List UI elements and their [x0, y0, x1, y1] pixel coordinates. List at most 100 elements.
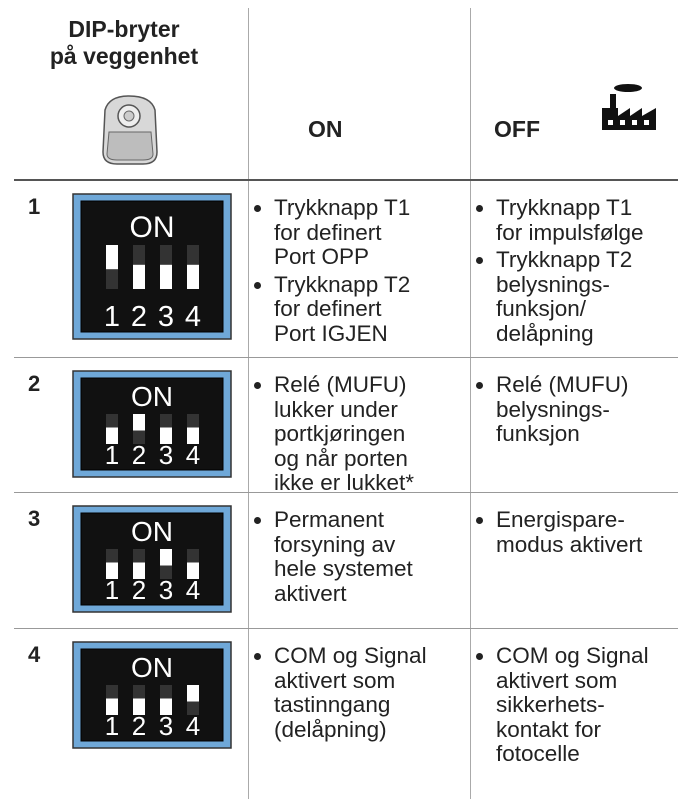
factory-icon — [602, 84, 656, 130]
bullet-line: Energispare- — [496, 507, 625, 532]
dip-switch: ON 1 2 3 4 — [72, 370, 232, 478]
bullet-line: belysnings- — [496, 271, 610, 297]
bullet-line: COM og Signal — [496, 643, 649, 668]
bullet-item: Relé (MUFU)belysnings-funksjon — [496, 372, 678, 447]
dip-knob — [133, 562, 145, 579]
dip-number: 3 — [159, 575, 173, 605]
dip-switch: ON 1 2 3 4 — [72, 505, 232, 613]
dip-number: 4 — [186, 711, 200, 741]
dip-body — [80, 200, 224, 333]
bullet-line: Trykknapp T1 — [274, 195, 411, 220]
dip-number: 3 — [158, 301, 174, 333]
bullet-line: for definert — [274, 296, 382, 321]
dip-knob — [106, 562, 118, 579]
dip-number: 4 — [185, 301, 201, 333]
dip-knob — [160, 698, 172, 715]
dip-knob — [133, 698, 145, 715]
dip-switch: ON 1 2 3 4 — [72, 641, 232, 749]
bullet-line: Trykknapp T2 — [496, 247, 633, 272]
dip-on-label: ON — [131, 652, 173, 683]
bullet-line: fotocelle — [496, 741, 580, 766]
bullet-line: Relé (MUFU) — [274, 372, 407, 397]
dip-number: 2 — [132, 575, 146, 605]
dip-number: 2 — [131, 301, 147, 333]
dip-body — [80, 377, 224, 471]
dip-knob — [187, 562, 199, 579]
bullet-line: og når porten — [274, 445, 408, 471]
header-title: DIP-bryter på veggenhet — [0, 16, 248, 70]
dip-knob — [133, 264, 145, 289]
dip-knob — [160, 264, 172, 289]
dip-knob — [187, 685, 199, 702]
bullet-line: Relé (MUFU) — [496, 372, 629, 397]
bullet-line: hele systemet — [274, 556, 413, 581]
dip-number: 1 — [104, 301, 120, 333]
dip-number: 4 — [186, 440, 200, 470]
dip-switch: ON 1 2 3 4 — [72, 193, 232, 340]
bullet-line: Port OPP — [274, 244, 370, 269]
bullet-line: aktivert som — [274, 667, 396, 693]
off-list: Relé (MUFU)belysnings-funksjon — [480, 372, 678, 450]
row-divider — [14, 628, 678, 629]
dip-knob — [133, 414, 145, 431]
row-number: 3 — [28, 506, 41, 531]
row-number: 4 — [28, 642, 41, 667]
dip-body — [80, 648, 224, 742]
bullet-line: kontakt for — [496, 716, 602, 742]
dip-on-label: ON — [131, 516, 173, 547]
bullet-line: aktivert — [274, 580, 347, 606]
wall-unit-icon — [102, 95, 158, 165]
column-divider — [248, 8, 249, 799]
bullet-item: Energispare-modus aktivert — [496, 507, 678, 557]
dip-number: 2 — [132, 711, 146, 741]
bullet-line: modus aktivert — [496, 531, 643, 557]
bullet-line: delåpning — [496, 320, 594, 346]
dip-knob — [187, 264, 199, 289]
header-divider — [14, 179, 678, 181]
bullet-line: (delåpning) — [274, 716, 387, 742]
bullet-line: portkjøringen — [274, 421, 406, 446]
bullet-line: lukker under — [274, 396, 398, 422]
dip-on-label: ON — [130, 211, 175, 244]
row-number: 1 — [28, 194, 41, 219]
dip-body — [80, 512, 224, 606]
dip-on-label: ON — [131, 381, 173, 412]
bullet-line: funksjon — [496, 421, 580, 446]
row-number: 2 — [28, 371, 41, 396]
bullet-line: for definert — [274, 219, 382, 245]
dip-number: 3 — [159, 711, 173, 741]
row-divider — [14, 357, 678, 358]
dip-knob — [106, 698, 118, 715]
bullet-line: ikke er lukket* — [274, 470, 415, 495]
row-divider — [14, 492, 678, 493]
dip-number: 1 — [105, 440, 119, 470]
bullet-line: Port IGJEN — [274, 320, 388, 346]
dip-number: 3 — [159, 440, 173, 470]
bullet-line: tastinngang — [274, 692, 391, 717]
bullet-line: aktivert som — [496, 667, 618, 693]
dip-knob — [187, 427, 199, 444]
header-off: OFF — [494, 116, 540, 142]
column-divider — [470, 8, 471, 799]
bullet-line: Trykknapp T1 — [496, 195, 633, 220]
bullet-line: belysnings- — [496, 396, 610, 422]
dip-number: 2 — [132, 440, 146, 470]
bullet-item: Trykknapp T2belysnings-funksjon/delåpnin… — [496, 247, 678, 346]
title-line: DIP-bryter — [68, 16, 180, 42]
dip-knob — [160, 549, 172, 566]
bullet-line: for impulsfølge — [496, 219, 644, 245]
